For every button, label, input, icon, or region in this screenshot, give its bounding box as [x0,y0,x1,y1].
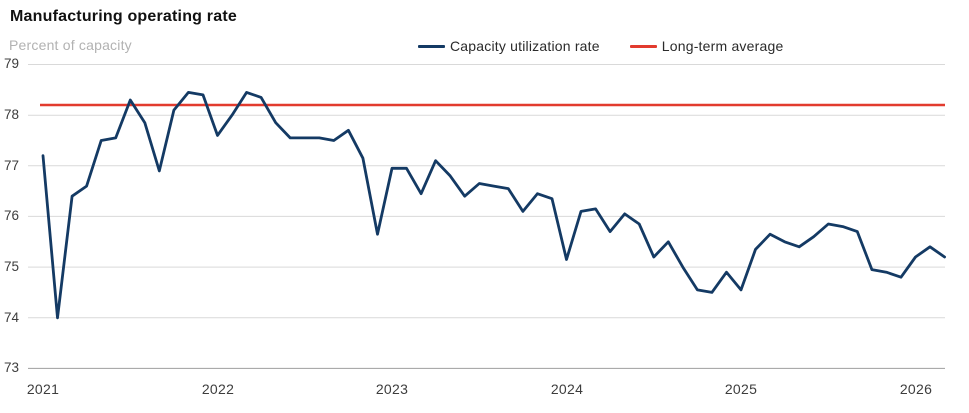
chart-y-axis-unit-label: Percent of capacity [9,37,132,53]
x-tick-label: 2021 [26,381,60,397]
x-tick-label: 2026 [899,381,933,397]
y-tick-label: 74 [4,310,20,325]
legend-label: Capacity utilization rate [450,38,600,54]
red-line-swatch-icon [629,44,657,48]
legend-item-long-term-average: Long-term average [629,38,784,54]
y-tick-label: 77 [4,158,20,173]
capacity-utilization-line [41,91,946,320]
chart-title: Manufacturing operating rate [10,8,237,25]
x-tick-label: 2025 [724,381,758,397]
y-tick-label: 76 [4,208,20,223]
chart-legend: Capacity utilization rate Long-term aver… [418,38,783,54]
x-tick-label: 2023 [375,381,409,397]
x-tick-label: 2024 [550,381,584,397]
x-tick-label: 2022 [201,381,235,397]
y-tick-label: 73 [4,360,20,375]
y-tick-label: 78 [4,107,20,122]
y-tick-label: 75 [4,259,20,274]
navy-line-swatch-icon [418,44,445,48]
legend-item-capacity-utilization: Capacity utilization rate [418,38,600,54]
y-tick-label: 79 [4,56,20,71]
legend-label: Long-term average [661,38,784,54]
